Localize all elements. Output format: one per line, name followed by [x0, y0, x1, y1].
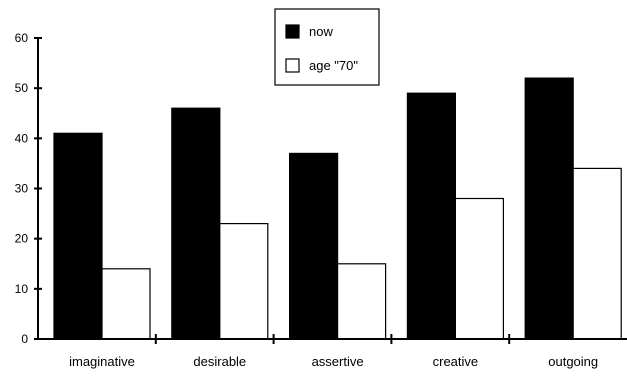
bars-layer	[53, 77, 622, 340]
y-tick-label-50: 50	[15, 81, 29, 95]
y-tick-label-10: 10	[15, 282, 29, 296]
x-category-label-assertive: assertive	[312, 354, 364, 369]
x-category-label-outgoing: outgoing	[548, 354, 598, 369]
axes-layer: 0 10 20 30 40 50 60 imaginative desirable asserti…	[15, 31, 627, 369]
legend-label-now: now	[309, 24, 333, 39]
bar-now-imaginative	[53, 132, 103, 340]
legend-swatch-now	[285, 24, 300, 39]
x-category-label-creative: creative	[433, 354, 479, 369]
y-tick-label-0: 0	[21, 332, 28, 346]
x-category-label-desirable: desirable	[193, 354, 246, 369]
bar-now-desirable	[171, 107, 221, 340]
bar-now-creative	[406, 92, 456, 340]
y-tick-label-20: 20	[15, 232, 29, 246]
legend: now age "70"	[274, 8, 380, 86]
bar-age70-desirable	[219, 223, 269, 340]
x-category-label-imaginative: imaginative	[69, 354, 135, 369]
y-tick-label-40: 40	[15, 131, 29, 145]
legend-box	[274, 8, 380, 86]
bar-age70-assertive	[337, 263, 387, 340]
y-tick-label-60: 60	[15, 31, 29, 45]
legend-label-age70: age "70"	[309, 58, 358, 73]
y-tick-label-30: 30	[15, 182, 29, 196]
legend-swatch-age70	[285, 58, 300, 73]
bar-age70-creative	[454, 197, 504, 340]
bar-age70-imaginative	[101, 268, 151, 340]
bar-now-outgoing	[524, 77, 574, 340]
bar-now-assertive	[289, 152, 339, 340]
bar-age70-outgoing	[572, 167, 622, 340]
